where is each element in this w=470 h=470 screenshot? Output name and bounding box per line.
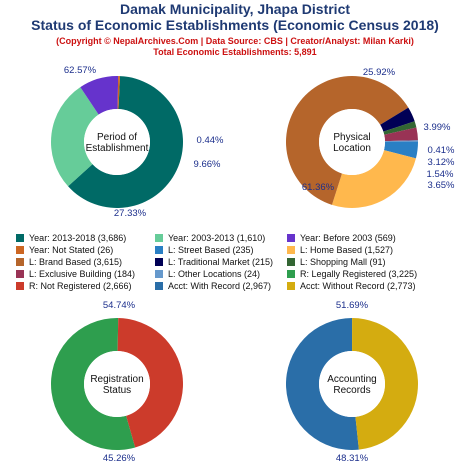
legend-item: Year: Not Stated (26) (16, 244, 113, 255)
center-label: Period of (97, 132, 137, 143)
slice-acct-without-record (352, 318, 419, 450)
chart-title-line2: Status of Economic Establishments (Econo… (31, 17, 439, 33)
legend-label: R: Not Registered (2,666) (29, 280, 132, 291)
percent-label-l-home-based: 25.92% (363, 67, 396, 78)
legend-item: Year: 2003-2013 (1,610) (155, 232, 265, 243)
percent-label-l-other-locations: 0.41% (428, 145, 455, 156)
legend-label: L: Street Based (235) (168, 244, 254, 255)
legend-label: L: Traditional Market (215) (168, 256, 274, 267)
percent-label-year-before-2003: 9.66% (194, 159, 221, 170)
center-label: Accounting (327, 374, 376, 385)
legend-item: L: Shopping Mall (91) (287, 256, 386, 267)
slice-year-2013-2018 (68, 76, 183, 209)
legend-item: L: Exclusive Building (184) (16, 268, 135, 279)
center-label: Physical (333, 132, 370, 143)
legend-swatch (287, 269, 295, 278)
legend-label: Year: 2003-2013 (1,610) (168, 232, 266, 243)
slice-l-brand-based (286, 76, 409, 205)
percent-label-l-traditional-market: 3.65% (428, 180, 455, 191)
slice-year-2003-2013 (50, 87, 99, 187)
legend-swatch (155, 257, 163, 266)
donut-hole (319, 351, 385, 417)
slice-year-before-2003 (80, 76, 119, 115)
legend-label: Acct: Without Record (2,773) (300, 280, 416, 291)
legend-item: L: Other Locations (24) (155, 268, 260, 279)
donut-hole (319, 109, 385, 175)
slice-l-traditional-market (380, 107, 415, 132)
slice-year-not-stated (117, 76, 120, 110)
percent-label-l-shopping-mall: 1.54% (427, 169, 454, 180)
legend-swatch (287, 233, 295, 242)
legend-swatch (16, 245, 24, 254)
percent-label-acct-with-record: 51.69% (336, 300, 369, 311)
legend-item: L: Traditional Market (215) (155, 256, 273, 267)
slice-r-legally-registered (51, 318, 136, 450)
legend-label: R: Legally Registered (3,225) (300, 268, 418, 279)
percent-label-l-street-based: 3.99% (424, 122, 451, 133)
center-label: Status (103, 385, 131, 396)
legend-item: L: Brand Based (3,615) (16, 256, 122, 267)
legend-item: L: Street Based (235) (155, 244, 254, 255)
donut-hole (84, 109, 150, 175)
legend-swatch (16, 281, 24, 290)
legend-label: L: Other Locations (24) (168, 268, 261, 279)
percent-label-r-legally-registered: 54.74% (103, 300, 136, 311)
slice-l-other-locations (384, 140, 418, 142)
percent-label-acct-without-record: 48.31% (336, 453, 369, 464)
legend-swatch (155, 281, 163, 290)
legend-item: Year: Before 2003 (569) (287, 232, 396, 243)
legend-swatch (287, 281, 295, 290)
legend-swatch (16, 257, 24, 266)
legend-label: L: Home Based (1,527) (300, 244, 394, 255)
center-label: Establishment (86, 143, 149, 154)
legend-swatch (155, 233, 163, 242)
legend-swatch (155, 269, 163, 278)
legend-item: Acct: Without Record (2,773) (287, 280, 416, 291)
legend-item: L: Home Based (1,527) (287, 244, 393, 255)
legend-label: L: Shopping Mall (91) (300, 256, 386, 267)
legend-item: R: Legally Registered (3,225) (287, 268, 417, 279)
percent-label-year-not-stated: 0.44% (197, 135, 224, 146)
legend-label: Year: Before 2003 (569) (300, 232, 396, 243)
slice-l-exclusive-building (384, 127, 418, 142)
center-label: Location (333, 143, 371, 154)
legend-swatch (287, 245, 295, 254)
slice-l-home-based (331, 150, 416, 209)
percent-label-l-exclusive-building: 3.12% (428, 157, 455, 168)
legend-label: L: Exclusive Building (184) (29, 268, 136, 279)
legend-swatch (16, 269, 24, 278)
legend-label: Year: Not Stated (26) (29, 244, 114, 255)
legend-swatch (287, 257, 295, 266)
slice-r-not-registered (117, 318, 184, 448)
copyright-note: (Copyright © NepalArchives.Com | Data So… (56, 36, 414, 46)
legend: Year: 2013-2018 (3,686) Year: 2003-2013 (… (0, 232, 470, 312)
percent-label-r-not-registered: 45.26% (103, 453, 136, 464)
donut-hole (84, 351, 150, 417)
slice-l-shopping-mall (383, 121, 417, 135)
legend-item: Acct: With Record (2,967) (155, 280, 271, 291)
legend-label: Acct: With Record (2,967) (168, 280, 272, 291)
slice-l-street-based (383, 142, 418, 159)
total-establishments: Total Economic Establishments: 5,891 (153, 47, 317, 57)
legend-item: R: Not Registered (2,666) (16, 280, 132, 291)
legend-swatch (155, 245, 163, 254)
center-label: Registration (90, 374, 143, 385)
legend-label: L: Brand Based (3,615) (29, 256, 123, 267)
percent-label-year-2013-2018: 62.57% (64, 65, 97, 76)
legend-label: Year: 2013-2018 (3,686) (29, 232, 127, 243)
slice-acct-with-record (286, 317, 359, 450)
chart-title-line1: Damak Municipality, Jhapa District (119, 1, 351, 17)
legend-swatch (16, 233, 24, 242)
percent-label-year-2003-2013: 27.33% (114, 208, 147, 219)
legend-item: Year: 2013-2018 (3,686) (16, 232, 126, 243)
center-label: Records (333, 385, 370, 396)
percent-label-l-brand-based: 61.36% (302, 182, 335, 193)
